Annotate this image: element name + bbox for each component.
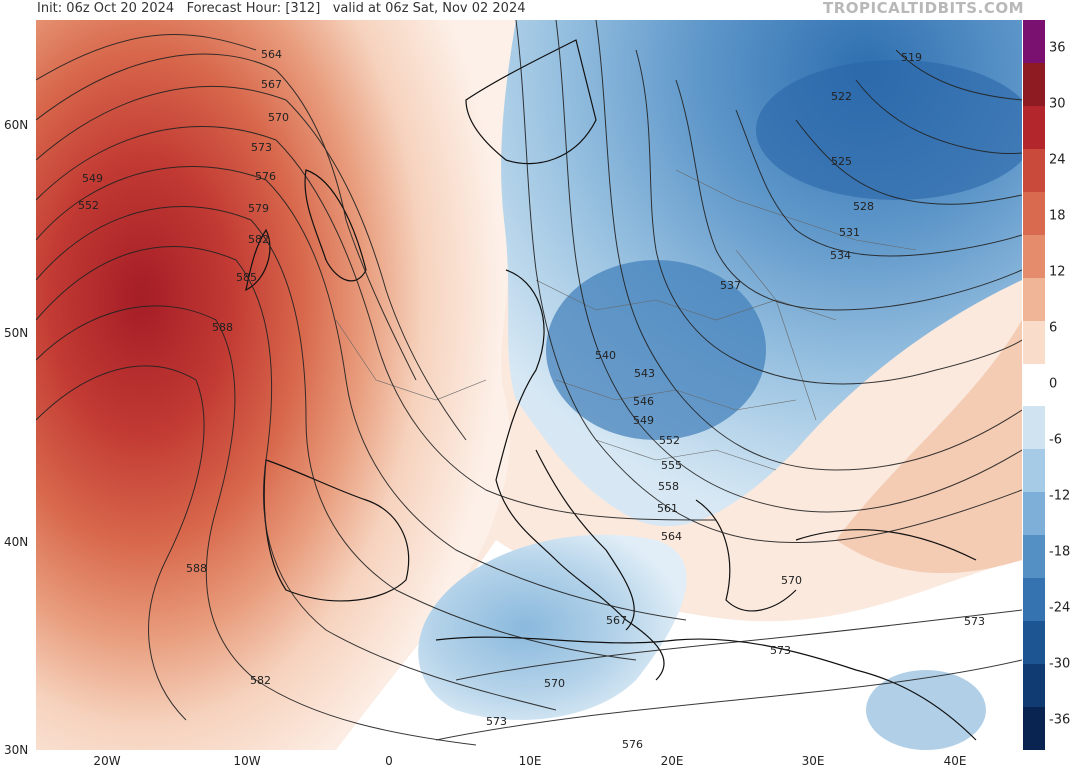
colorbar-label: -36 (1049, 712, 1071, 728)
colorbar-segment (1023, 105, 1045, 150)
lon-label: 20E (660, 754, 684, 768)
colorbar-segment (1023, 535, 1045, 579)
contour-label: 546 (633, 395, 654, 408)
warm-anomaly-region-east (836, 320, 1022, 574)
contour-label: 588 (212, 321, 233, 334)
contour-label: 552 (659, 434, 680, 447)
contour-labels: 564 567 570 573 576 579 582 585 588 549 … (78, 48, 985, 750)
contour-label: 573 (964, 615, 985, 628)
contour-label: 552 (78, 199, 99, 212)
contour-label: 555 (661, 459, 682, 472)
colorbar-segment (1023, 492, 1045, 536)
colorbar-segment (1023, 707, 1045, 751)
contour-label: 570 (781, 574, 802, 587)
cold-anomaly-mideast (866, 670, 986, 750)
contour-label: 558 (658, 480, 679, 493)
lat-label: 60N (4, 118, 29, 132)
lon-label: 30E (801, 754, 825, 768)
height-contours (36, 20, 1022, 746)
colorbar-segment (1023, 277, 1045, 322)
map-canvas[interactable]: 564 567 570 573 576 579 582 585 588 549 … (36, 20, 1022, 750)
colorbar-label: 30 (1049, 96, 1066, 112)
colorbar-label: -30 (1049, 656, 1071, 672)
contour-label: 531 (839, 226, 860, 239)
colorbar-label: 12 (1049, 264, 1066, 280)
colorbar-segment (1023, 20, 1045, 64)
lon-label: 10W (233, 754, 261, 768)
contour-label: 573 (251, 141, 272, 154)
contour-label: 576 (255, 170, 276, 183)
colorbar-segment (1023, 234, 1045, 279)
lat-label: 40N (4, 535, 29, 549)
colorbar-label: 0 (1049, 376, 1058, 392)
lon-label: 40E (943, 754, 967, 768)
contour-label: 570 (268, 111, 289, 124)
contour-label: 528 (853, 200, 874, 213)
header: Init: 06z Oct 20 2024 Forecast Hour: [31… (0, 0, 1080, 20)
lon-label: 0 (385, 754, 393, 768)
contour-label: 582 (250, 674, 271, 687)
colorbar-segment (1023, 406, 1045, 450)
cold-anomaly-region-south (418, 534, 687, 720)
colorbar-segment (1023, 148, 1045, 193)
colorbar-label: 18 (1049, 208, 1066, 224)
contour-label: 585 (236, 271, 257, 284)
contour-label: 573 (486, 715, 507, 728)
colorbar-segment (1023, 363, 1045, 407)
colorbar-label: -18 (1049, 544, 1071, 560)
colorbar (1023, 20, 1045, 751)
contour-label: 549 (82, 172, 103, 185)
colorbar-segment (1023, 449, 1045, 493)
contour-label: 567 (606, 614, 627, 627)
contour-label: 570 (544, 677, 565, 690)
lat-label: 30N (4, 743, 29, 757)
header-info: Init: 06z Oct 20 2024 Forecast Hour: [31… (37, 1, 526, 16)
contour-label: 537 (720, 279, 741, 292)
contour-label: 519 (901, 51, 922, 64)
contour-label: 564 (261, 48, 282, 61)
warm-anomaly-region (36, 20, 516, 750)
forecast-hour: Forecast Hour: [312] (186, 1, 321, 16)
colorbar-segment (1023, 62, 1045, 107)
colorbar-label: -12 (1049, 488, 1071, 504)
contour-label: 567 (261, 78, 282, 91)
contour-label: 525 (831, 155, 852, 168)
contour-label: 549 (633, 414, 654, 427)
colorbar-label: -6 (1049, 432, 1062, 448)
valid-time: valid at 06z Sat, Nov 02 2024 (332, 1, 526, 16)
contour-label: 564 (661, 530, 682, 543)
contour-label: 576 (622, 738, 643, 750)
colorbar-segment (1023, 664, 1045, 708)
colorbar-label: 6 (1049, 320, 1058, 336)
contour-label: 582 (248, 233, 269, 246)
colorbar-segment (1023, 191, 1045, 236)
lon-label: 20W (93, 754, 121, 768)
contour-label: 561 (657, 502, 678, 515)
contour-label: 573 (770, 644, 791, 657)
colorbar-segment (1023, 578, 1045, 622)
brand-watermark: TROPICALTIDBITS.COM (823, 0, 1024, 17)
colorbar-segment (1023, 320, 1045, 365)
colorbar-label: -24 (1049, 600, 1071, 616)
contour-label: 534 (830, 249, 851, 262)
contour-label: 588 (186, 562, 207, 575)
contour-label: 543 (634, 367, 655, 380)
lat-label: 50N (4, 326, 29, 340)
contour-label: 579 (248, 202, 269, 215)
contour-label: 540 (595, 349, 616, 362)
init-time: Init: 06z Oct 20 2024 (37, 1, 175, 16)
lon-label: 10E (518, 754, 542, 768)
colorbar-label: 36 (1049, 40, 1066, 56)
colorbar-segment (1023, 621, 1045, 665)
cold-core-north (756, 60, 1022, 200)
contour-label: 522 (831, 90, 852, 103)
colorbar-label: 24 (1049, 152, 1066, 168)
